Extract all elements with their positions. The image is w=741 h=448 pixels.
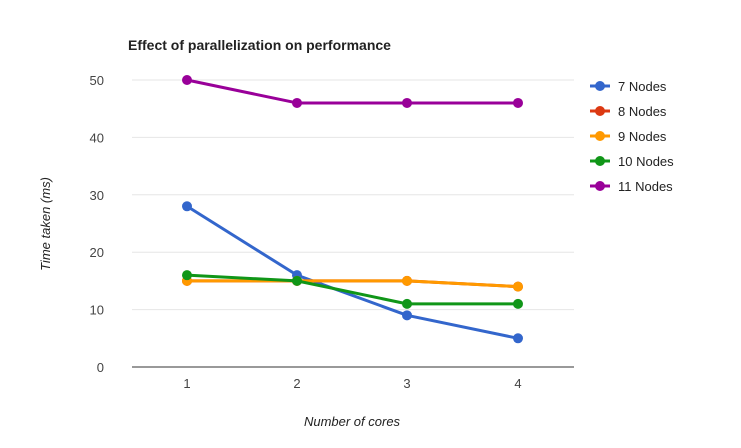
legend-swatch-dot bbox=[595, 131, 605, 141]
series-line bbox=[185, 279, 520, 289]
series-5 bbox=[182, 75, 523, 108]
legend-item[interactable]: 9 Nodes bbox=[590, 129, 667, 144]
data-point[interactable] bbox=[402, 97, 412, 108]
legend-swatch-dot bbox=[595, 81, 605, 91]
series-4 bbox=[182, 270, 523, 309]
data-point[interactable] bbox=[402, 310, 412, 321]
chart-title: Effect of parallelization on performance bbox=[128, 37, 391, 53]
data-point[interactable] bbox=[402, 275, 412, 286]
series-line bbox=[185, 273, 520, 306]
data-point[interactable] bbox=[292, 97, 302, 108]
legend-swatch-dot bbox=[595, 181, 605, 191]
legend-label: 9 Nodes bbox=[618, 129, 667, 144]
legend-item[interactable]: 10 Nodes bbox=[590, 154, 674, 169]
y-axis-title: Time taken (ms) bbox=[38, 177, 53, 271]
data-point[interactable] bbox=[513, 333, 523, 344]
legend-item[interactable]: 8 Nodes bbox=[590, 104, 667, 119]
data-point[interactable] bbox=[402, 298, 412, 309]
legend-swatch-dot bbox=[595, 156, 605, 166]
x-tick-label: 1 bbox=[183, 376, 190, 391]
y-axis-ticks: 0 10 20 30 40 50 bbox=[90, 73, 104, 375]
y-tick-label: 50 bbox=[90, 73, 104, 88]
y-tick-label: 30 bbox=[90, 188, 104, 203]
y-tick-label: 40 bbox=[90, 130, 104, 145]
legend-label: 8 Nodes bbox=[618, 104, 667, 119]
series-line bbox=[185, 78, 520, 105]
legend-label: 7 Nodes bbox=[618, 79, 667, 94]
data-point[interactable] bbox=[513, 281, 523, 292]
legend-swatch-dot bbox=[595, 106, 605, 116]
data-point[interactable] bbox=[182, 75, 192, 85]
data-point[interactable] bbox=[513, 298, 523, 309]
legend-item[interactable]: 7 Nodes bbox=[590, 79, 667, 94]
y-tick-label: 10 bbox=[90, 303, 104, 318]
x-tick-label: 3 bbox=[403, 376, 410, 391]
legend-label: 10 Nodes bbox=[618, 154, 674, 169]
y-tick-label: 20 bbox=[90, 245, 104, 260]
legend: 7 Nodes 8 Nodes 9 Nodes 10 Nodes 11 Nodes bbox=[590, 79, 674, 194]
x-tick-label: 2 bbox=[293, 376, 300, 391]
x-axis-title: Number of cores bbox=[304, 414, 401, 429]
y-tick-label: 0 bbox=[97, 360, 104, 375]
legend-label: 11 Nodes bbox=[618, 179, 673, 194]
series-1 bbox=[182, 201, 523, 344]
x-tick-label: 4 bbox=[514, 376, 521, 391]
data-point[interactable] bbox=[513, 97, 523, 108]
x-axis-ticks: 1 2 3 4 bbox=[183, 376, 521, 391]
gridlines bbox=[132, 79, 574, 368]
series-line bbox=[185, 204, 520, 340]
series-lines bbox=[182, 75, 523, 344]
legend-item[interactable]: 11 Nodes bbox=[590, 179, 673, 194]
data-point[interactable] bbox=[292, 275, 302, 286]
data-point[interactable] bbox=[182, 201, 192, 212]
data-point[interactable] bbox=[182, 270, 192, 281]
